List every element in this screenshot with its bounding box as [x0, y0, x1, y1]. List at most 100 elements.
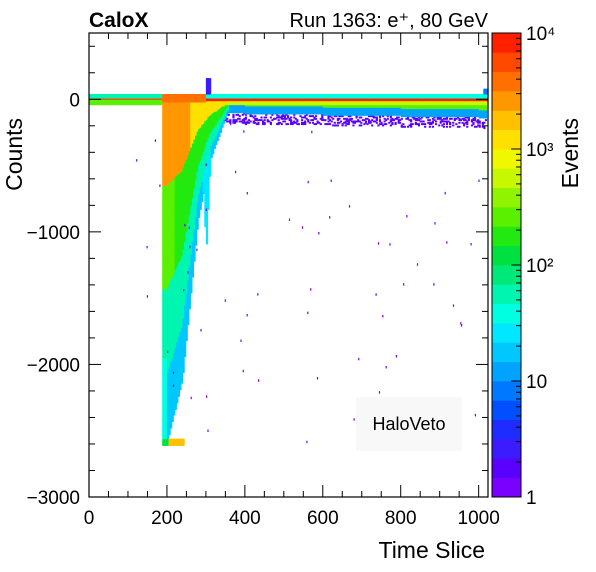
heatmap-cell — [168, 276, 171, 279]
heatmap-cell — [162, 209, 165, 212]
heatmap-cell — [171, 310, 174, 312]
heatmap-cell — [163, 433, 166, 436]
heatmap-cell — [168, 386, 171, 389]
heatmap-cell — [180, 365, 184, 368]
heatmap-cell — [171, 408, 174, 411]
heatmap-cell — [171, 188, 174, 191]
heatmap-cell — [162, 100, 165, 103]
heatmap-cell — [184, 300, 187, 303]
heatmap-cell — [162, 219, 165, 222]
heatmap-cell — [93, 99, 96, 102]
heatmap-cell — [170, 341, 173, 344]
heatmap-cell — [184, 157, 187, 160]
heatmap-cell — [180, 306, 184, 309]
heatmap-cell — [168, 123, 171, 126]
heatmap-cell — [173, 393, 176, 396]
heatmap-cell — [193, 234, 196, 237]
heatmap-cell — [177, 237, 180, 240]
heatmap-cell — [173, 135, 176, 138]
heatmap-cell — [188, 125, 191, 128]
heatmap-cell — [187, 145, 190, 148]
heatmap-cell — [165, 272, 168, 275]
heatmap-cell — [162, 128, 165, 131]
heatmap-cell — [188, 279, 191, 282]
heatmap-cell — [184, 239, 187, 242]
heatmap-cell — [194, 230, 198, 233]
heatmap-cell — [191, 189, 195, 192]
heatmap-cell — [187, 310, 190, 312]
heatmap-cell — [162, 396, 165, 399]
heatmap-cell — [193, 204, 196, 206]
heatmap-cell — [190, 237, 193, 240]
heatmap-cell — [176, 367, 179, 370]
heatmap-cell — [168, 237, 171, 240]
heatmap-cell — [165, 164, 168, 167]
heatmap-cell — [185, 111, 188, 114]
heatmap-cell — [174, 439, 177, 442]
heatmap-cell — [173, 189, 176, 192]
heatmap-cell — [177, 380, 180, 383]
heatmap-cell — [184, 322, 187, 324]
heatmap-cell — [173, 172, 176, 175]
heatmap-cell — [187, 209, 190, 212]
heatmap-cell — [163, 332, 166, 335]
heatmap-cell — [170, 204, 173, 206]
heatmap-cell — [184, 211, 187, 214]
heatmap-cell — [182, 222, 185, 225]
heatmap-cell — [166, 392, 170, 395]
heatmap-cell — [173, 230, 176, 233]
heatmap-cell — [162, 218, 165, 221]
heatmap-cell — [162, 314, 165, 316]
heatmap-cell — [171, 112, 174, 115]
heatmap-cell — [185, 140, 188, 143]
heatmap-cell — [170, 335, 173, 338]
heatmap-cell — [151, 100, 154, 103]
heatmap-cell — [180, 253, 184, 255]
heatmap-cell — [188, 174, 191, 177]
heatmap-cell — [170, 150, 173, 153]
heatmap-cell — [176, 324, 179, 327]
heatmap-cell — [168, 413, 171, 416]
heatmap-cell — [190, 173, 193, 176]
heatmap-cell — [174, 337, 177, 340]
heatmap-cell — [171, 132, 174, 135]
heatmap-cell — [165, 365, 168, 368]
heatmap-cell — [191, 157, 195, 160]
heatmap-cell — [165, 255, 168, 258]
heatmap-cell — [163, 408, 166, 411]
heatmap-cell — [163, 304, 166, 307]
heatmap-cell — [154, 99, 157, 102]
heatmap-cell — [190, 234, 193, 237]
heatmap-cell — [98, 100, 101, 103]
heatmap-cell — [185, 331, 188, 334]
heatmap-cell — [190, 250, 193, 253]
heatmap-cell — [193, 140, 196, 143]
heatmap-cell — [171, 386, 174, 389]
heatmap-cell — [177, 263, 180, 266]
heatmap-cell — [184, 324, 187, 327]
heatmap-cell — [163, 385, 166, 388]
heatmap-cell — [163, 290, 166, 293]
heatmap-cell — [190, 185, 193, 188]
heatmap-cell — [177, 133, 180, 136]
heatmap-cell — [171, 329, 174, 332]
heatmap-cell — [166, 242, 170, 245]
heatmap-cell — [190, 156, 193, 159]
heatmap-cell — [188, 181, 191, 184]
heatmap-cell — [191, 214, 195, 217]
heatmap-cell — [182, 294, 185, 297]
heatmap-cell — [187, 143, 190, 145]
heatmap-cell — [141, 93, 145, 96]
heatmap-cell — [179, 186, 182, 189]
heatmap-cell — [163, 402, 166, 405]
heatmap-cell — [166, 109, 170, 112]
heatmap-cell — [166, 298, 170, 301]
heatmap-cell — [187, 222, 190, 225]
heatmap-cell — [187, 186, 190, 189]
heatmap-cell — [168, 249, 171, 252]
heatmap-cell — [187, 160, 190, 163]
heatmap-cell — [188, 262, 191, 265]
heatmap-cell — [163, 227, 166, 230]
heatmap-cell — [170, 348, 173, 351]
heatmap-cell — [171, 367, 174, 370]
